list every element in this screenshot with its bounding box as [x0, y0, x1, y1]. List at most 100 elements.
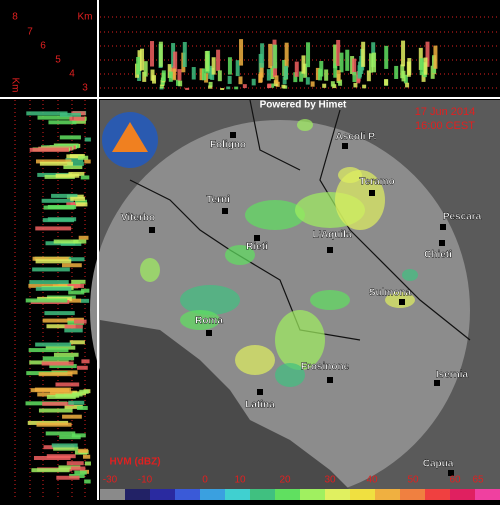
echo-side — [32, 267, 70, 272]
echo-top — [338, 79, 343, 86]
echo-side — [45, 431, 76, 436]
echo-top — [405, 82, 410, 88]
echo-top — [339, 52, 344, 73]
echo-side — [46, 324, 76, 329]
echo-side — [28, 283, 69, 288]
echo-top — [284, 65, 289, 79]
echo-top — [273, 62, 278, 78]
echo-top — [270, 83, 275, 88]
echo-side — [53, 239, 79, 244]
echo-top — [220, 87, 225, 90]
echo-side — [77, 155, 89, 160]
echo-top — [350, 56, 355, 75]
echo-cell — [180, 285, 240, 315]
city-label: Rieti — [246, 242, 268, 253]
echo-side — [64, 404, 83, 409]
echo-top — [182, 41, 187, 67]
echo-side — [67, 283, 84, 288]
echo-side — [32, 256, 71, 261]
echo-side — [49, 364, 77, 369]
echo-cell — [310, 290, 350, 310]
legend-label: 20 — [279, 475, 291, 486]
echo-side — [35, 342, 72, 347]
echo-side — [39, 161, 73, 166]
city-label: Teramo — [359, 177, 394, 188]
echo-side — [80, 175, 90, 180]
echo-top — [136, 57, 141, 75]
echo-side — [53, 446, 79, 451]
echo-side — [53, 352, 79, 357]
echo-top — [235, 60, 240, 77]
echo-side — [76, 405, 88, 410]
echo-side — [76, 365, 88, 370]
colorbar-segment — [325, 489, 351, 500]
echo-top — [293, 72, 298, 83]
echo-side — [59, 435, 81, 440]
echo-top — [284, 42, 289, 68]
echo-top — [336, 39, 341, 66]
echo-side — [74, 319, 87, 324]
echo-side — [35, 226, 72, 231]
echo-top — [281, 84, 286, 89]
city-marker — [439, 240, 445, 246]
echo-top — [270, 66, 275, 80]
echo-side — [68, 290, 85, 295]
echo-top — [315, 67, 320, 80]
echo-top — [137, 70, 142, 82]
echo-top — [330, 81, 335, 87]
echo-top — [306, 42, 311, 68]
echo-side — [69, 340, 85, 345]
echo-side — [84, 479, 91, 484]
height-label: 7 — [27, 27, 33, 38]
echo-side — [37, 115, 73, 120]
echo-side — [51, 443, 78, 448]
time: 16:00 CEST — [415, 120, 475, 132]
echo-side — [73, 239, 87, 244]
echo-side — [35, 286, 72, 291]
echo-side — [51, 193, 78, 198]
echo-side — [66, 154, 84, 159]
echo-top — [239, 39, 244, 66]
city-marker — [342, 143, 348, 149]
echo-top — [251, 78, 256, 86]
colorbar-segment — [150, 489, 176, 500]
legend-label: 40 — [366, 475, 378, 486]
echo-side — [78, 235, 89, 240]
echo-top — [168, 71, 173, 82]
echo-top — [425, 41, 430, 67]
echo-top — [322, 83, 327, 88]
echo-top — [333, 63, 338, 78]
echo-top — [227, 75, 232, 84]
colorbar-segment — [200, 489, 226, 500]
city-label: Viterbo — [121, 213, 155, 224]
echo-side — [41, 198, 74, 203]
echo-side — [81, 359, 90, 364]
city-marker — [399, 299, 405, 305]
echo-top — [177, 69, 182, 81]
echo-top — [345, 49, 350, 71]
echo-top — [258, 72, 263, 83]
city-marker — [257, 389, 263, 395]
colorbar-segment — [225, 489, 251, 500]
colorbar-segment — [100, 489, 126, 500]
height-label: 5 — [55, 55, 61, 66]
echo-top — [226, 86, 231, 90]
city-marker — [448, 470, 454, 476]
echo-side — [55, 382, 80, 387]
echo-side — [70, 466, 86, 471]
legend-label: 50 — [407, 475, 419, 486]
echo-cell — [225, 245, 255, 265]
echo-top — [211, 57, 216, 75]
colorbar-segment — [275, 489, 301, 500]
echo-top — [173, 51, 178, 72]
legend-label: -30 — [103, 475, 118, 486]
echo-side — [60, 241, 82, 246]
city-marker — [440, 224, 446, 230]
legend-label: 10 — [234, 475, 246, 486]
colorbar-segment — [175, 489, 201, 500]
unit-label: Km — [78, 12, 93, 23]
echo-side — [33, 455, 71, 460]
echo-cell — [297, 119, 313, 131]
city-marker — [369, 190, 375, 196]
echo-top — [407, 58, 412, 76]
